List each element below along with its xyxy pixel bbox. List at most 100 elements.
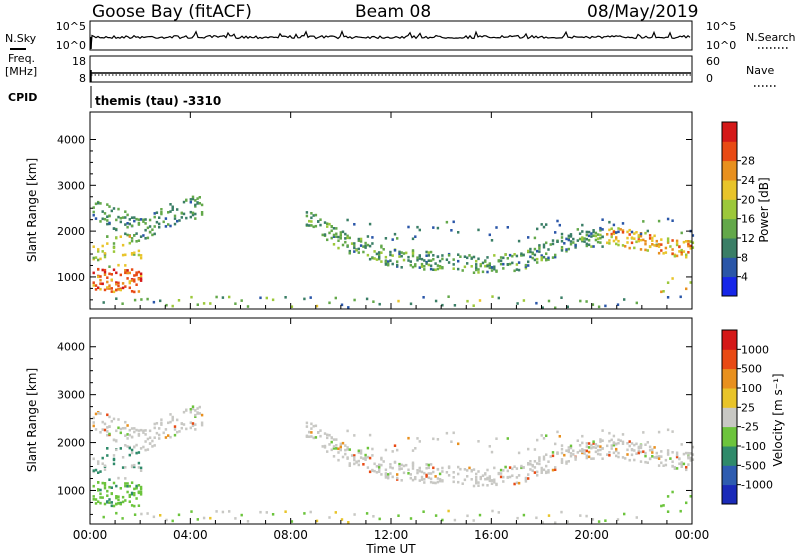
echo-cell	[335, 447, 338, 450]
echo-cell	[414, 476, 417, 479]
echo-cell	[99, 287, 102, 291]
echo-cell	[328, 231, 331, 235]
echo-cell	[583, 452, 586, 455]
echo-cell	[310, 216, 313, 220]
echo-cell	[97, 275, 100, 279]
echo-cell	[427, 466, 430, 470]
colorbar-swatch	[722, 122, 737, 142]
echo-cell	[312, 225, 315, 229]
echo-cell	[194, 423, 197, 426]
echo-cell	[630, 236, 634, 239]
echo-cell	[332, 243, 336, 246]
echo-cell	[565, 460, 568, 464]
echo-cell	[621, 222, 625, 225]
echo-cell	[675, 467, 679, 470]
echo-cell	[490, 450, 494, 454]
echo-cell	[425, 260, 428, 264]
noise-sky-trace	[90, 29, 691, 49]
echo-cell	[366, 243, 370, 247]
echo-cell	[353, 434, 356, 437]
power-panel-frame	[89, 111, 693, 310]
echo-cell	[303, 512, 306, 515]
echo-cell	[169, 224, 172, 228]
x-tick-label: 12:00	[374, 528, 409, 542]
echo-cell	[599, 448, 602, 452]
echo-cell	[608, 228, 611, 232]
echo-cell	[348, 251, 351, 255]
echo-cell	[130, 464, 134, 467]
echo-cell	[359, 237, 363, 241]
echo-cell	[434, 481, 437, 485]
echo-cell	[506, 475, 509, 479]
echo-cell	[616, 303, 620, 306]
echo-cell	[472, 255, 476, 259]
echo-cell	[425, 250, 428, 254]
echo-cell	[644, 242, 647, 246]
echo-cell	[592, 230, 595, 234]
echo-cell	[475, 268, 478, 272]
echo-cell	[158, 222, 161, 226]
echo-cell	[581, 451, 584, 455]
echo-cell	[490, 266, 494, 269]
echo-cell	[189, 408, 192, 411]
echo-cell	[321, 233, 324, 237]
echo-cell	[115, 288, 118, 292]
echo-cell	[432, 470, 435, 474]
echo-cell	[450, 229, 453, 232]
echo-cell	[103, 464, 107, 468]
echo-cell	[601, 245, 604, 248]
echo-cell	[585, 230, 588, 234]
echo-cell	[340, 518, 344, 521]
echo-cell	[130, 492, 134, 496]
echo-cell	[128, 484, 131, 488]
echo-cell	[497, 472, 500, 475]
echo-cell	[139, 428, 143, 432]
echo-cell	[502, 256, 505, 260]
echo-cell	[542, 458, 546, 461]
echo-cell	[101, 268, 104, 272]
echo-cell	[189, 210, 192, 214]
echo-cell	[535, 301, 538, 305]
echo-cell	[94, 468, 98, 472]
echo-cell	[425, 262, 428, 265]
colorbar-tick-label: 24	[741, 174, 755, 187]
echo-cell	[416, 471, 419, 475]
echo-cell	[527, 236, 530, 239]
echo-cell	[590, 443, 593, 447]
echo-cell	[689, 247, 692, 250]
echo-cell	[542, 225, 546, 229]
echo-cell	[610, 227, 613, 230]
echo-cell	[346, 456, 349, 459]
echo-cell	[171, 418, 174, 422]
echo-cell	[119, 216, 122, 220]
echo-cell	[137, 432, 141, 436]
echo-cell	[508, 475, 512, 479]
echo-cell	[617, 441, 620, 445]
echo-cell	[148, 436, 152, 439]
echo-cell	[405, 463, 408, 467]
echo-cell	[585, 244, 588, 248]
echo-cell	[389, 466, 392, 469]
echo-cell	[441, 266, 444, 270]
echo-cell	[391, 466, 394, 470]
echo-cell	[418, 469, 421, 473]
echo-cell	[687, 244, 690, 248]
echo-cell	[326, 433, 329, 437]
echo-cell	[472, 468, 476, 471]
echo-cell	[517, 239, 521, 243]
colorbar-swatch	[722, 276, 737, 297]
echo-cell	[427, 251, 430, 254]
echo-cell	[359, 240, 363, 243]
echo-cell	[378, 256, 381, 259]
echo-cell	[353, 298, 356, 302]
echo-cell	[191, 424, 195, 427]
echo-cell	[124, 216, 127, 219]
echo-cell	[315, 519, 319, 523]
echo-cell	[347, 306, 350, 309]
echo-cell	[124, 499, 127, 502]
echo-cell	[284, 296, 287, 299]
echo-cell	[445, 258, 449, 261]
echo-cell	[673, 467, 677, 470]
echo-cell	[328, 443, 331, 446]
echo-cell	[425, 475, 428, 478]
